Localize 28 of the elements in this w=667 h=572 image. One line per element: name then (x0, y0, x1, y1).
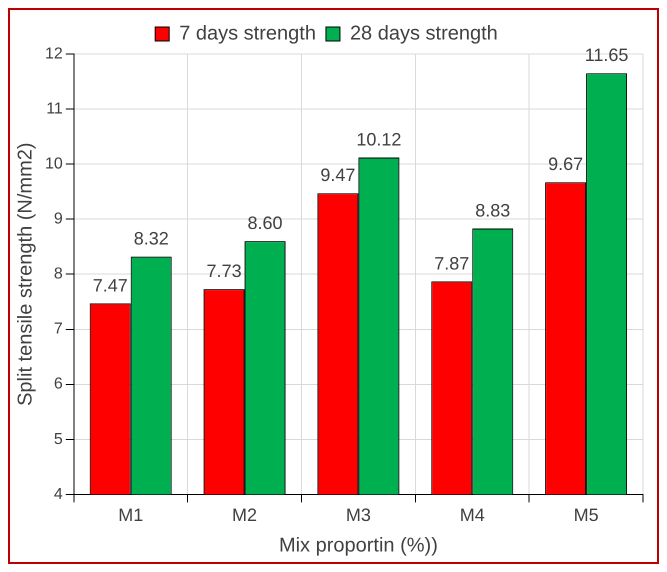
text: 9.47 (320, 165, 356, 186)
y-axis-title: Split tensile strength (N/mm2) (14, 142, 37, 406)
y-tick-label: 6 (54, 376, 63, 393)
legend-label: 28 days strength (350, 22, 498, 45)
legend-label: 7 days strength (179, 22, 316, 45)
x-axis-title: Mix proportin (%)) (278, 534, 438, 557)
y-tick-label: 9 (54, 210, 63, 228)
y-tick-label: 5 (54, 430, 63, 448)
text: 7.73 (206, 261, 242, 282)
y-tick-label: 4 (54, 486, 63, 503)
text: 8.32 (134, 228, 169, 249)
y-tick-label: 12 (45, 45, 63, 62)
x-tick-label: M2 (232, 505, 258, 526)
text: 11.65 (584, 45, 628, 66)
x-tick-label: M1 (118, 505, 144, 526)
y-tick-label: 8 (54, 266, 63, 283)
text: 10.12 (356, 129, 402, 150)
text: 7.87 (434, 253, 470, 274)
text: 8.83 (475, 200, 510, 220)
x-tick-label: M3 (346, 505, 371, 526)
x-tick-label: M4 (460, 505, 485, 526)
y-tick-label: 10 (45, 156, 63, 173)
x-tick-label: M5 (574, 505, 599, 526)
y-tick-label: 11 (46, 100, 63, 118)
text: 9.67 (548, 154, 584, 174)
text: 8.60 (248, 213, 283, 234)
y-tick-label: 7 (54, 320, 63, 338)
text: 7.47 (92, 275, 128, 296)
